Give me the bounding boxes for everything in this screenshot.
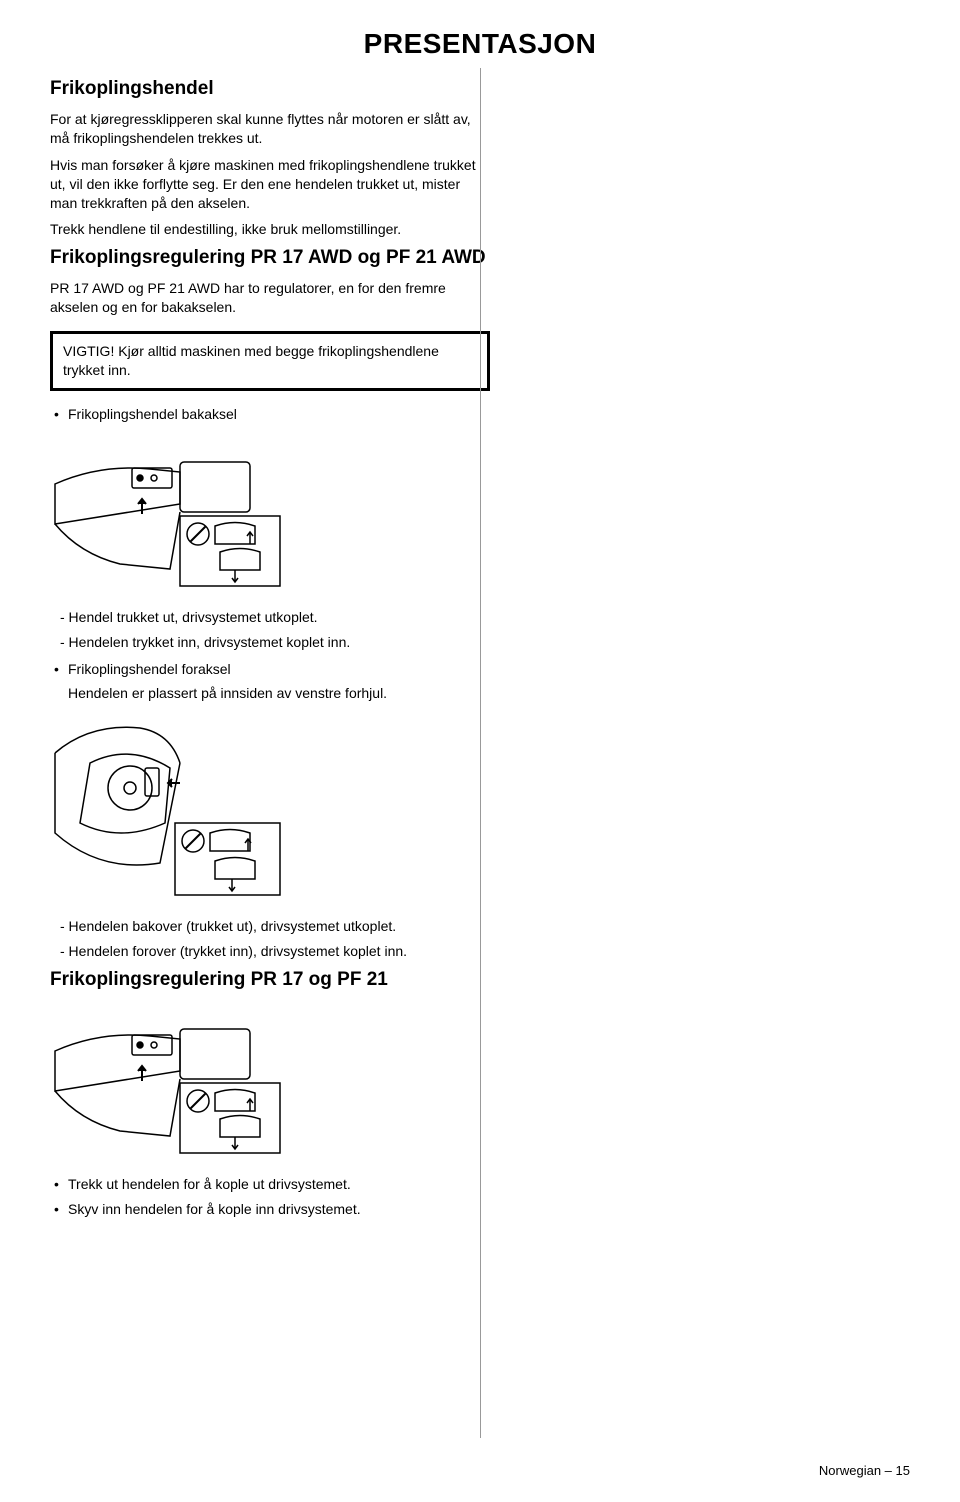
bullet-front-axle-label: Frikoplingshendel foraksel bbox=[68, 661, 231, 677]
footer-page: 15 bbox=[896, 1463, 910, 1478]
illustration-std bbox=[50, 1001, 290, 1161]
bullet-rear-axle: Frikoplingshendel bakaksel bbox=[50, 405, 490, 424]
section2-p1: PR 17 AWD og PF 21 AWD har to regulatore… bbox=[50, 279, 490, 317]
section1-p1: For at kjøregressklipperen skal kunne fl… bbox=[50, 110, 490, 148]
illustration-front bbox=[50, 713, 290, 903]
bullet-front-sub: Hendelen er plassert på innsiden av vens… bbox=[68, 684, 490, 703]
left-column: Frikoplingshendel For at kjøregressklipp… bbox=[50, 78, 490, 1219]
front-note2: - Hendelen forover (trykket inn), drivsy… bbox=[50, 942, 490, 961]
illustration-rear bbox=[50, 434, 290, 594]
rear-note1: - Hendel trukket ut, drivsystemet utkopl… bbox=[50, 608, 490, 627]
front-note1: - Hendelen bakover (trukket ut), drivsys… bbox=[50, 917, 490, 936]
rear-note2: - Hendelen trykket inn, drivsystemet kop… bbox=[50, 633, 490, 652]
section3-bullet1: Trekk ut hendelen for å kople ut drivsys… bbox=[50, 1175, 490, 1194]
page-title: PRESENTASJON bbox=[50, 28, 910, 60]
section2-heading: Frikoplingsregulering PR 17 AWD og PF 21… bbox=[50, 247, 490, 269]
section3-heading: Frikoplingsregulering PR 17 og PF 21 bbox=[50, 969, 490, 991]
notice-text: VIGTIG! Kjør alltid maskinen med begge f… bbox=[63, 342, 477, 380]
section1-p2: Hvis man forsøker å kjøre maskinen med f… bbox=[50, 156, 490, 213]
footer-lang: Norwegian bbox=[819, 1463, 881, 1478]
page-footer: Norwegian – 15 bbox=[819, 1463, 910, 1478]
section3-bullet2: Skyv inn hendelen for å kople inn drivsy… bbox=[50, 1200, 490, 1219]
section1-p3: Trekk hendlene til endestilling, ikke br… bbox=[50, 220, 490, 239]
section1-heading: Frikoplingshendel bbox=[50, 78, 490, 100]
bullet-front-axle: Frikoplingshendel foraksel Hendelen er p… bbox=[50, 660, 490, 704]
column-divider bbox=[480, 68, 481, 1438]
notice-box: VIGTIG! Kjør alltid maskinen med begge f… bbox=[50, 331, 490, 391]
